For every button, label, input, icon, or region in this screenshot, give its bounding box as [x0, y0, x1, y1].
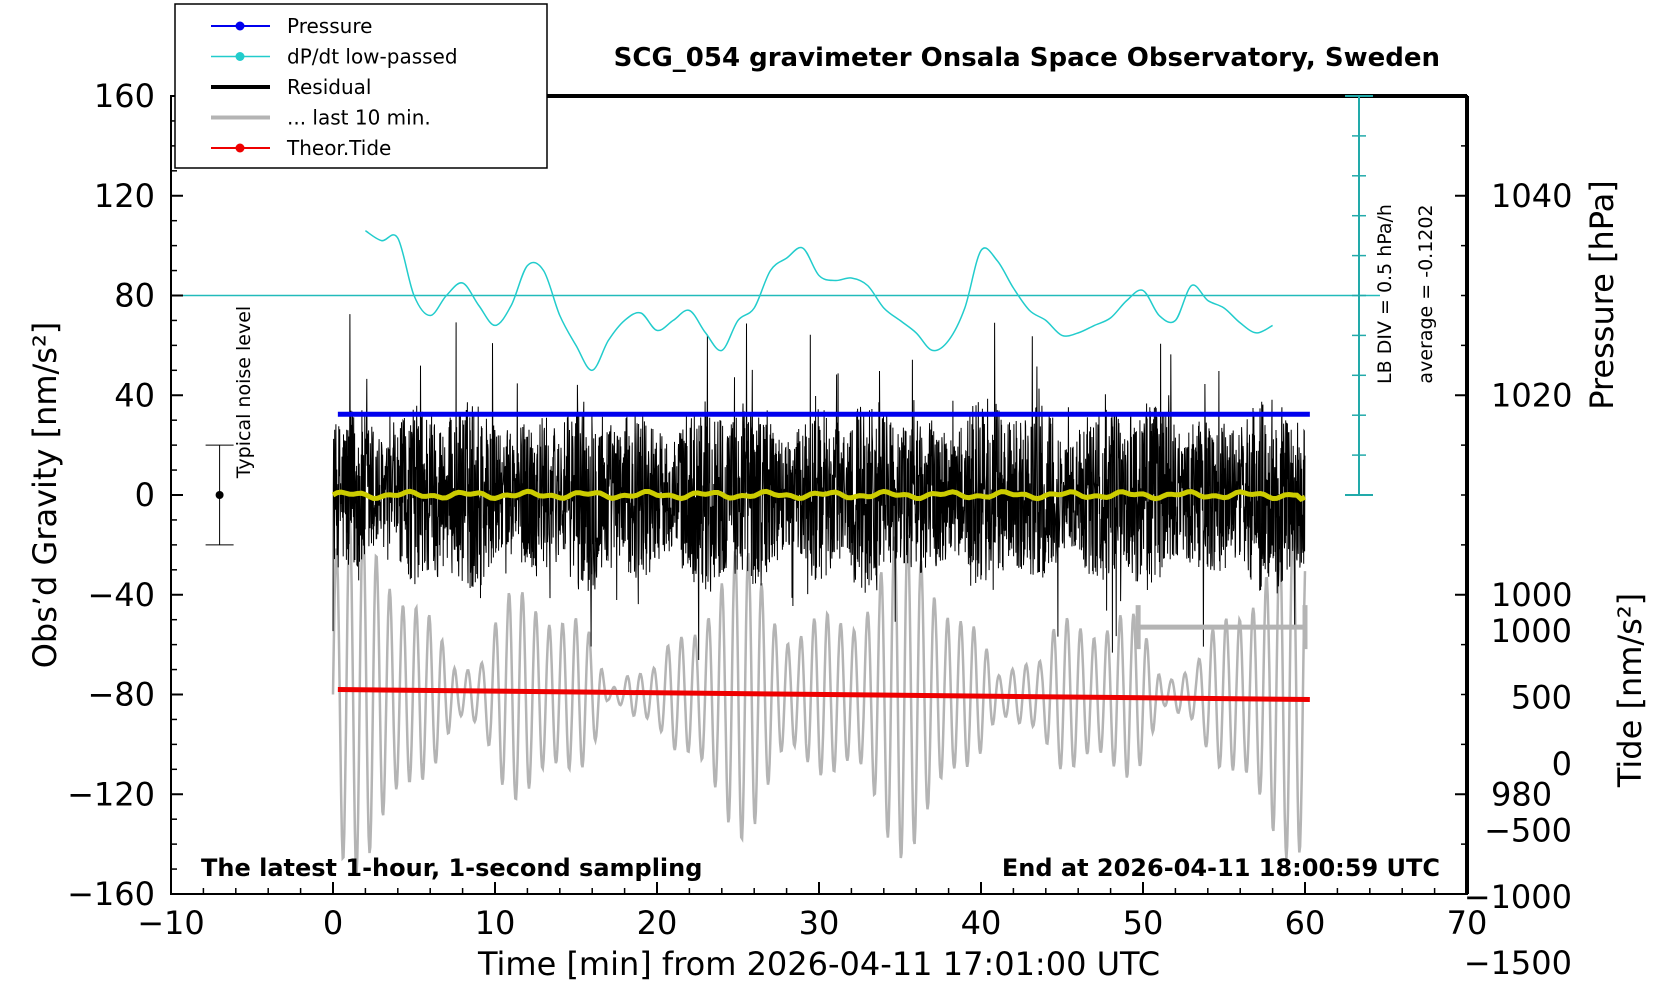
legend-label: dP/dt low-passed	[287, 45, 458, 69]
bottom-right-annotation: End at 2026-04-11 18:00:59 UTC	[1002, 854, 1440, 882]
x-tick-label: 20	[637, 904, 678, 942]
last10-bracket	[1135, 605, 1308, 650]
x-tick-label: 10	[475, 904, 516, 942]
tide-tick-label: 1000	[1491, 612, 1572, 650]
y-tick-label: −160	[67, 875, 155, 913]
residual-mean-series	[331, 488, 1307, 502]
tide-tick-label: −1000	[1464, 878, 1572, 916]
noise-bar-point	[215, 491, 224, 499]
legend-label: Theor.Tide	[286, 136, 391, 160]
tide-tick-label: −1500	[1464, 944, 1572, 982]
x-tick-label: 30	[799, 904, 840, 942]
noise-bar	[205, 444, 234, 546]
x-axis: −10 0 10 20 30 40 50 60 70	[137, 882, 1487, 942]
pressure-tick-label: 1020	[1491, 376, 1572, 414]
y-axis-left: 160 120 80 40 0 −40 −80 −120 −160	[67, 77, 183, 913]
average-label: average = -0.1202	[1415, 204, 1437, 383]
pressure-tick-label: 1040	[1491, 177, 1572, 215]
y-tick-label: 0	[135, 476, 155, 514]
legend-marker	[235, 21, 245, 31]
y-tick-label: 120	[94, 177, 155, 215]
dpdt-scale	[1345, 95, 1373, 496]
legend-label: Residual	[287, 75, 371, 99]
x-tick-label: 0	[323, 904, 343, 942]
y-tick-label: 40	[114, 376, 155, 414]
legend: Pressure dP/dt low-passed Residual ... last…	[174, 3, 548, 169]
dpdt-series	[171, 230, 1380, 372]
last10-series	[331, 517, 1307, 876]
x-tick-label: 50	[1123, 904, 1164, 942]
chart-title: SCG_054 gravimeter Onsala Space Observat…	[614, 43, 1440, 73]
y-axis-label-pressure: Pressure [hPa]	[1583, 180, 1621, 410]
pressure-tick-label: 1000	[1491, 576, 1572, 614]
x-axis-label: Time [min] from 2026-04-11 17:01:00 UTC	[477, 945, 1160, 983]
x-tick-label: 40	[961, 904, 1002, 942]
y-tick-label: −120	[67, 775, 155, 813]
tide-line	[337, 687, 1310, 702]
pressure-axis: 1040 1020 1000 980	[1455, 145, 1572, 845]
tide-tick-label: 500	[1511, 679, 1572, 717]
pressure-tick-label: 980	[1491, 775, 1552, 813]
residual-series	[332, 314, 1306, 661]
x-tick-label: 60	[1285, 904, 1326, 942]
legend-label: Pressure	[287, 14, 372, 38]
y-axis-label-tide: Tide [nm/s²]	[1611, 593, 1649, 788]
legend-label: ... last 10 min.	[287, 106, 431, 130]
bottom-left-annotation: The latest 1-hour, 1-second sampling	[201, 854, 702, 882]
residual-line	[332, 314, 1306, 661]
residual-mean-line	[331, 488, 1307, 502]
tide-series	[337, 687, 1310, 702]
tide-tick-label: 0	[1552, 745, 1572, 783]
last10-line	[331, 517, 1307, 876]
legend-marker	[235, 143, 245, 153]
tide-tick-label: −500	[1484, 811, 1572, 849]
lb-div-label: LB DIV = 0.5 hPa/h	[1374, 204, 1396, 384]
noise-label: Typical noise level	[233, 306, 255, 479]
x-tick-label: −10	[137, 904, 205, 942]
y-tick-label: 160	[94, 77, 155, 115]
legend-marker	[235, 52, 245, 61]
y-tick-label: −40	[87, 576, 155, 614]
dpdt-line	[364, 230, 1273, 372]
y-axis-label-left: Obs’d Gravity [nm/s²]	[26, 322, 64, 669]
x-tick-label: 70	[1447, 904, 1488, 942]
y-tick-label: −80	[87, 676, 155, 714]
tide-axis: 1000 500 0 −500 −1000 −1500	[1464, 612, 1572, 982]
y-tick-label: 80	[114, 277, 155, 315]
